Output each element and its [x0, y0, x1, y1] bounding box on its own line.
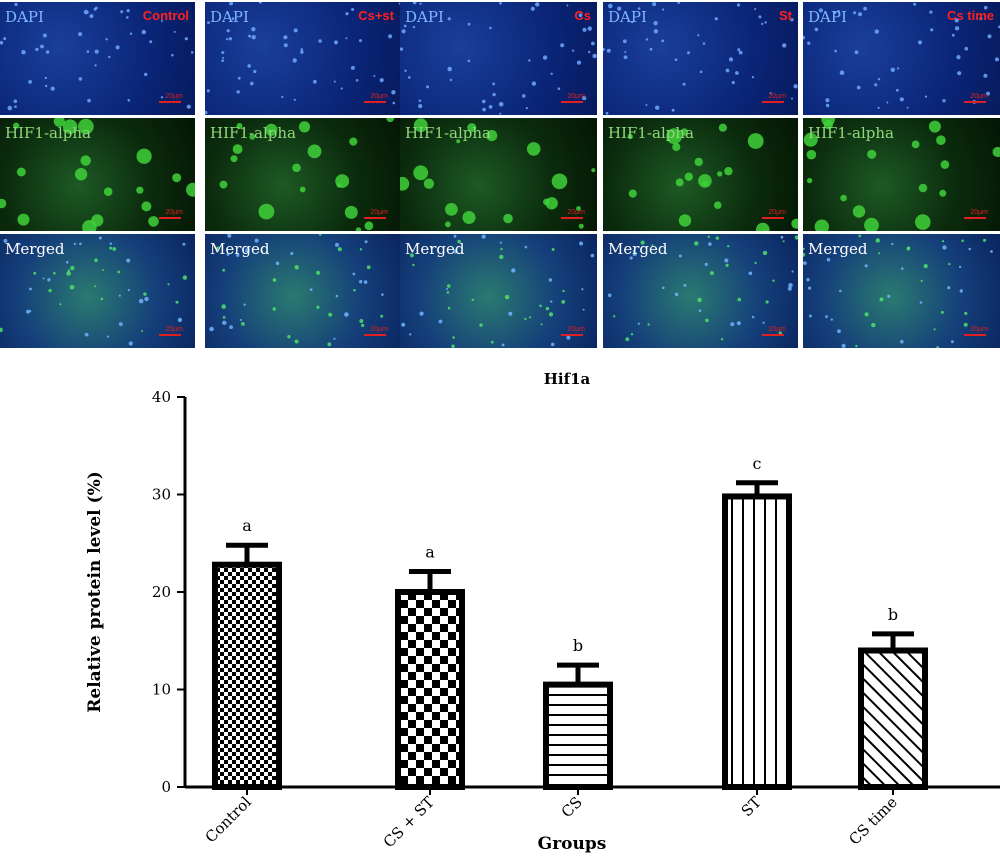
- micrograph-0-4: DAPI Cs time 20µm: [803, 2, 1000, 115]
- panel-stain-label: DAPI: [808, 8, 847, 26]
- micrograph-0-3: DAPI St 20µm: [603, 2, 798, 115]
- micrograph-0-0: DAPI Control 20µm: [0, 2, 195, 115]
- y-tick-label: 10: [152, 681, 171, 699]
- y-tick-label: 30: [152, 486, 171, 504]
- micrograph-1-2: HIF1-alpha 20µm: [400, 118, 597, 231]
- panel-stain-label: Merged: [210, 240, 270, 258]
- significance-letter-2: b: [573, 636, 583, 655]
- panel-stain-label: Merged: [808, 240, 868, 258]
- scale-bar-text: 20µm: [567, 209, 585, 216]
- scale-bar-text: 20µm: [370, 93, 388, 100]
- significance-letter-1: a: [425, 543, 435, 562]
- scale-bar: [159, 101, 181, 103]
- panel-condition-label: Cs+st: [358, 8, 394, 23]
- scale-bar-text: 20µm: [165, 93, 183, 100]
- scale-bar: [964, 101, 986, 103]
- micrograph-2-3: Merged 20µm: [603, 234, 798, 348]
- scale-bar: [364, 334, 386, 336]
- x-tick-label-3: ST: [738, 793, 765, 820]
- panel-condition-label: Cs time: [947, 8, 994, 23]
- panel-stain-label: DAPI: [405, 8, 444, 26]
- panel-stain-label: HIF1-alpha: [5, 124, 91, 142]
- micrograph-2-1: Merged 20µm: [205, 234, 400, 348]
- x-tick-label-2: CS: [558, 793, 586, 821]
- scale-bar-text: 20µm: [370, 326, 388, 333]
- scale-bar: [159, 217, 181, 219]
- panel-condition-label: Cs: [574, 8, 591, 23]
- y-tick-label: 20: [152, 583, 171, 601]
- scale-bar: [561, 334, 583, 336]
- significance-letter-3: c: [753, 454, 762, 473]
- x-tick-label-4: CS time: [845, 793, 901, 849]
- scale-bar: [561, 101, 583, 103]
- panel-stain-label: Merged: [608, 240, 668, 258]
- hif1a-bar-chart: 0 10 20 30 40 a Control a CS + ST b CS c ST b CS time H…: [85, 370, 1000, 854]
- chart-title: Hif1a: [544, 370, 591, 388]
- bar-2: [543, 681, 613, 790]
- micrograph-1-3: HIF1-alpha 20µm: [603, 118, 798, 231]
- scale-bar: [762, 334, 784, 336]
- y-axis-title: Relative protein level (%): [85, 471, 105, 713]
- panel-stain-label: DAPI: [210, 8, 249, 26]
- panel-stain-label: HIF1-alpha: [405, 124, 491, 142]
- scale-bar: [762, 217, 784, 219]
- y-tick-label: 0: [161, 778, 171, 796]
- significance-letter-0: a: [242, 516, 252, 535]
- bar-0: [212, 561, 282, 790]
- scale-bar: [364, 101, 386, 103]
- micrograph-1-1: HIF1-alpha 20µm: [205, 118, 400, 231]
- micrograph-grid: DAPI Control 20µm HIF1-alpha 20µm Merged 20µm D…: [0, 0, 1000, 352]
- scale-bar: [159, 334, 181, 336]
- scale-bar: [964, 334, 986, 336]
- scale-bar-text: 20µm: [567, 326, 585, 333]
- x-tick-label-1: CS + ST: [380, 793, 438, 851]
- significance-letter-4: b: [888, 605, 898, 624]
- scale-bar-text: 20µm: [970, 209, 988, 216]
- scale-bar: [561, 217, 583, 219]
- micrograph-2-0: Merged 20µm: [0, 234, 195, 348]
- panel-stain-label: HIF1-alpha: [608, 124, 694, 142]
- panel-stain-label: DAPI: [608, 8, 647, 26]
- scale-bar-text: 20µm: [165, 209, 183, 216]
- x-axis-title: Groups: [538, 834, 607, 854]
- micrograph-2-2: Merged 20µm: [400, 234, 597, 348]
- scale-bar-text: 20µm: [370, 209, 388, 216]
- scale-bar-text: 20µm: [768, 326, 786, 333]
- panel-stain-label: Merged: [405, 240, 465, 258]
- panel-condition-label: Control: [142, 8, 189, 23]
- scale-bar-text: 20µm: [970, 326, 988, 333]
- panel-stain-label: HIF1-alpha: [808, 124, 894, 142]
- scale-bar-text: 20µm: [768, 93, 786, 100]
- scale-bar: [762, 101, 784, 103]
- scale-bar-text: 20µm: [768, 209, 786, 216]
- bar-1: [395, 589, 465, 790]
- scale-bar-text: 20µm: [970, 93, 988, 100]
- micrograph-2-4: Merged 20µm: [803, 234, 1000, 348]
- scale-bar-text: 20µm: [165, 326, 183, 333]
- panel-stain-label: DAPI: [5, 8, 44, 26]
- panel-stain-label: Merged: [5, 240, 65, 258]
- panel-stain-label: HIF1-alpha: [210, 124, 296, 142]
- panel-condition-label: St: [779, 8, 792, 23]
- bar-3: [722, 493, 792, 790]
- micrograph-1-4: HIF1-alpha 20µm: [803, 118, 1000, 231]
- x-tick-label-0: Control: [202, 793, 255, 846]
- scale-bar-text: 20µm: [567, 93, 585, 100]
- micrograph-0-2: DAPI Cs 20µm: [400, 2, 597, 115]
- micrograph-0-1: DAPI Cs+st 20µm: [205, 2, 400, 115]
- scale-bar: [964, 217, 986, 219]
- micrograph-1-0: HIF1-alpha 20µm: [0, 118, 195, 231]
- bar-4: [858, 647, 928, 790]
- y-tick-label: 40: [152, 388, 171, 406]
- scale-bar: [364, 217, 386, 219]
